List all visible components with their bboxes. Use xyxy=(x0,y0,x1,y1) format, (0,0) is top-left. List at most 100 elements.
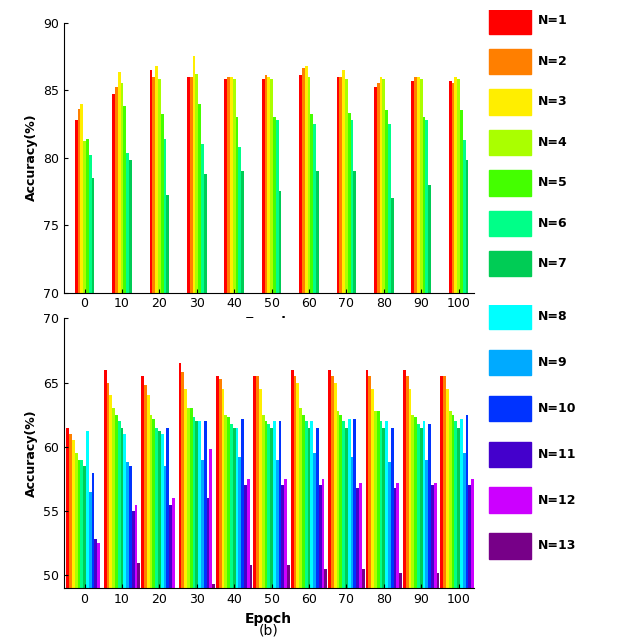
Bar xyxy=(316,428,319,588)
Bar xyxy=(262,79,264,293)
Bar xyxy=(195,421,198,588)
Bar xyxy=(230,77,233,293)
Bar xyxy=(359,483,362,588)
Bar xyxy=(179,363,181,588)
Bar xyxy=(422,421,426,588)
Bar xyxy=(83,141,86,293)
Bar xyxy=(391,198,394,293)
Bar xyxy=(434,483,436,588)
Bar xyxy=(152,77,155,293)
Bar xyxy=(454,421,457,588)
Bar xyxy=(190,77,193,293)
Bar xyxy=(428,185,431,293)
Bar xyxy=(282,485,284,588)
Bar xyxy=(150,70,152,293)
Bar xyxy=(169,505,172,588)
Bar xyxy=(77,109,81,293)
Bar xyxy=(468,485,471,588)
FancyBboxPatch shape xyxy=(490,350,531,376)
Bar xyxy=(300,408,302,588)
FancyBboxPatch shape xyxy=(490,170,531,195)
Bar xyxy=(353,419,356,588)
Bar xyxy=(457,428,460,588)
Bar xyxy=(380,421,382,588)
Bar xyxy=(422,117,426,293)
Bar xyxy=(365,370,369,588)
Bar xyxy=(308,428,310,588)
Bar xyxy=(345,79,348,293)
Bar xyxy=(241,419,244,588)
Bar xyxy=(342,70,345,293)
Bar xyxy=(83,466,86,588)
Bar xyxy=(109,395,112,588)
Bar xyxy=(172,498,175,588)
Bar xyxy=(161,114,164,293)
Bar xyxy=(300,75,302,293)
Bar xyxy=(377,84,380,293)
Bar xyxy=(426,120,428,293)
Bar xyxy=(193,417,195,588)
Bar xyxy=(118,73,120,293)
Bar xyxy=(241,171,244,293)
Bar xyxy=(86,139,89,293)
Bar xyxy=(377,411,380,588)
Bar xyxy=(302,415,305,588)
Bar xyxy=(388,462,391,588)
Bar xyxy=(466,160,468,293)
Bar xyxy=(107,383,109,588)
Bar xyxy=(126,154,129,293)
Bar xyxy=(345,428,348,588)
Text: N=8: N=8 xyxy=(538,310,568,323)
Bar xyxy=(362,569,365,588)
Bar xyxy=(195,74,198,293)
Bar xyxy=(138,563,140,588)
Bar xyxy=(460,419,463,588)
Bar xyxy=(356,488,359,588)
Bar xyxy=(221,389,225,588)
Bar xyxy=(406,376,408,588)
Bar xyxy=(412,80,414,293)
Bar xyxy=(124,434,126,588)
FancyBboxPatch shape xyxy=(490,210,531,236)
Bar xyxy=(396,483,399,588)
Bar xyxy=(158,431,161,588)
Bar xyxy=(270,79,273,293)
Bar xyxy=(77,460,81,588)
Bar xyxy=(152,419,155,588)
Bar xyxy=(264,421,268,588)
Bar xyxy=(276,460,278,588)
Bar xyxy=(164,139,166,293)
Bar xyxy=(134,505,138,588)
Bar xyxy=(156,428,158,588)
Y-axis label: Accuracy(%): Accuracy(%) xyxy=(24,410,38,497)
Bar xyxy=(166,195,169,293)
Bar xyxy=(287,565,290,588)
Bar xyxy=(457,79,460,293)
Bar xyxy=(259,389,262,588)
Bar xyxy=(72,440,75,588)
FancyBboxPatch shape xyxy=(490,251,531,276)
Bar xyxy=(414,417,417,588)
Bar xyxy=(198,104,201,293)
Bar xyxy=(100,588,103,601)
Bar xyxy=(294,376,296,588)
Bar xyxy=(385,111,388,293)
Bar xyxy=(417,424,420,588)
FancyBboxPatch shape xyxy=(490,49,531,74)
Bar xyxy=(236,428,238,588)
Bar xyxy=(408,389,412,588)
Bar xyxy=(201,144,204,293)
Bar xyxy=(187,77,189,293)
Bar xyxy=(207,498,209,588)
Bar xyxy=(225,79,227,293)
Bar xyxy=(305,66,308,293)
Text: N=4: N=4 xyxy=(538,136,568,149)
Bar xyxy=(383,79,385,293)
X-axis label: Epoch: Epoch xyxy=(245,316,292,330)
Bar xyxy=(374,87,377,293)
Bar xyxy=(104,370,106,588)
Text: N=6: N=6 xyxy=(538,217,568,230)
Bar xyxy=(120,428,124,588)
Bar xyxy=(474,565,477,588)
Bar xyxy=(227,417,230,588)
